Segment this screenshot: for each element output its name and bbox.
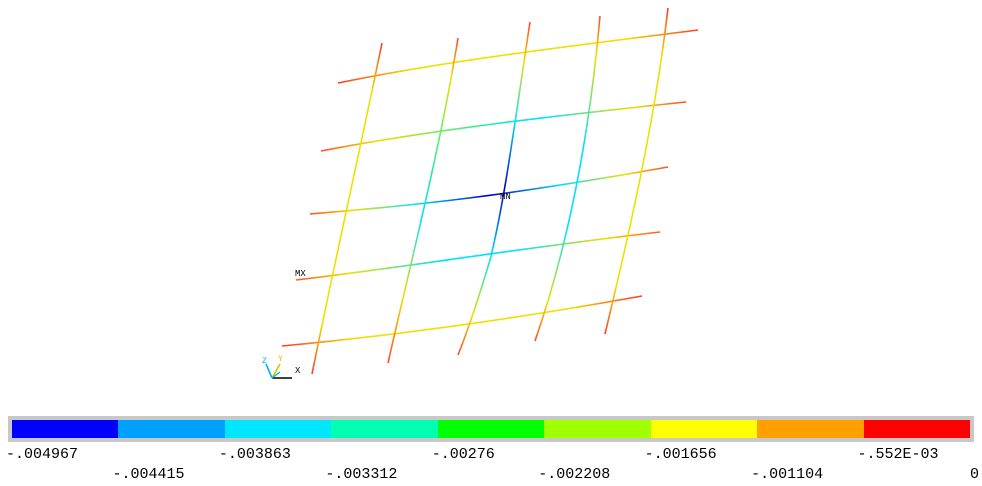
legend-label-top-1: -.004967 bbox=[6, 446, 79, 463]
legend-label-bottom-2: -.003312 bbox=[325, 466, 398, 483]
legend-label-top-2: -.003863 bbox=[218, 446, 291, 463]
axis-triad-icon: Z Y X bbox=[262, 355, 301, 379]
legend-swatch-7 bbox=[650, 420, 758, 438]
legend-swatch-2 bbox=[118, 420, 225, 438]
legend-label-top-5: -.552E-03 bbox=[857, 446, 939, 463]
mesh-v-line-4 bbox=[534, 15, 601, 342]
max-marker-label: MX bbox=[295, 269, 306, 279]
mesh-h-line-3 bbox=[309, 166, 669, 215]
axis-z-label: Z bbox=[262, 357, 267, 366]
legend-label-bottom-4: -.001104 bbox=[751, 466, 824, 483]
legend-label-top-3: -.00276 bbox=[431, 446, 495, 463]
legend-swatch-8 bbox=[757, 420, 864, 438]
mesh-h-line-5 bbox=[281, 295, 643, 347]
axis-x-label: X bbox=[295, 366, 301, 376]
mesh-h-line-4 bbox=[295, 231, 661, 281]
legend-label-top-4: -.001656 bbox=[644, 446, 717, 463]
contour-legend: -.004967 -.003863 -.00276 -.001656 -.552E-03… bbox=[0, 400, 982, 486]
legend-color-bar bbox=[12, 420, 970, 438]
legend-bar-frame bbox=[8, 416, 974, 442]
axis-y-label: Y bbox=[278, 355, 283, 364]
mesh-plot: MN MX Z Y X bbox=[262, 7, 699, 379]
min-marker-label: MN bbox=[500, 192, 511, 202]
legend-swatch-1 bbox=[12, 420, 119, 438]
mesh-v-line-1 bbox=[311, 42, 383, 375]
legend-swatch-3 bbox=[224, 420, 332, 438]
legend-label-bottom-3: -.002208 bbox=[538, 466, 611, 483]
legend-swatch-6 bbox=[544, 420, 651, 438]
mesh-h-line-1 bbox=[337, 29, 699, 84]
mesh-v-line-2 bbox=[387, 37, 459, 364]
legend-label-bottom-5: 0 bbox=[970, 466, 980, 483]
legend-swatch-9 bbox=[863, 420, 970, 438]
legend-swatch-4 bbox=[331, 420, 438, 438]
mesh-v-line-5 bbox=[604, 7, 669, 335]
mesh-h-line-2 bbox=[320, 101, 687, 152]
legend-swatch-5 bbox=[437, 420, 545, 438]
legend-label-bottom-1: -.004415 bbox=[112, 466, 185, 483]
mesh-v-line-3 bbox=[457, 21, 531, 356]
